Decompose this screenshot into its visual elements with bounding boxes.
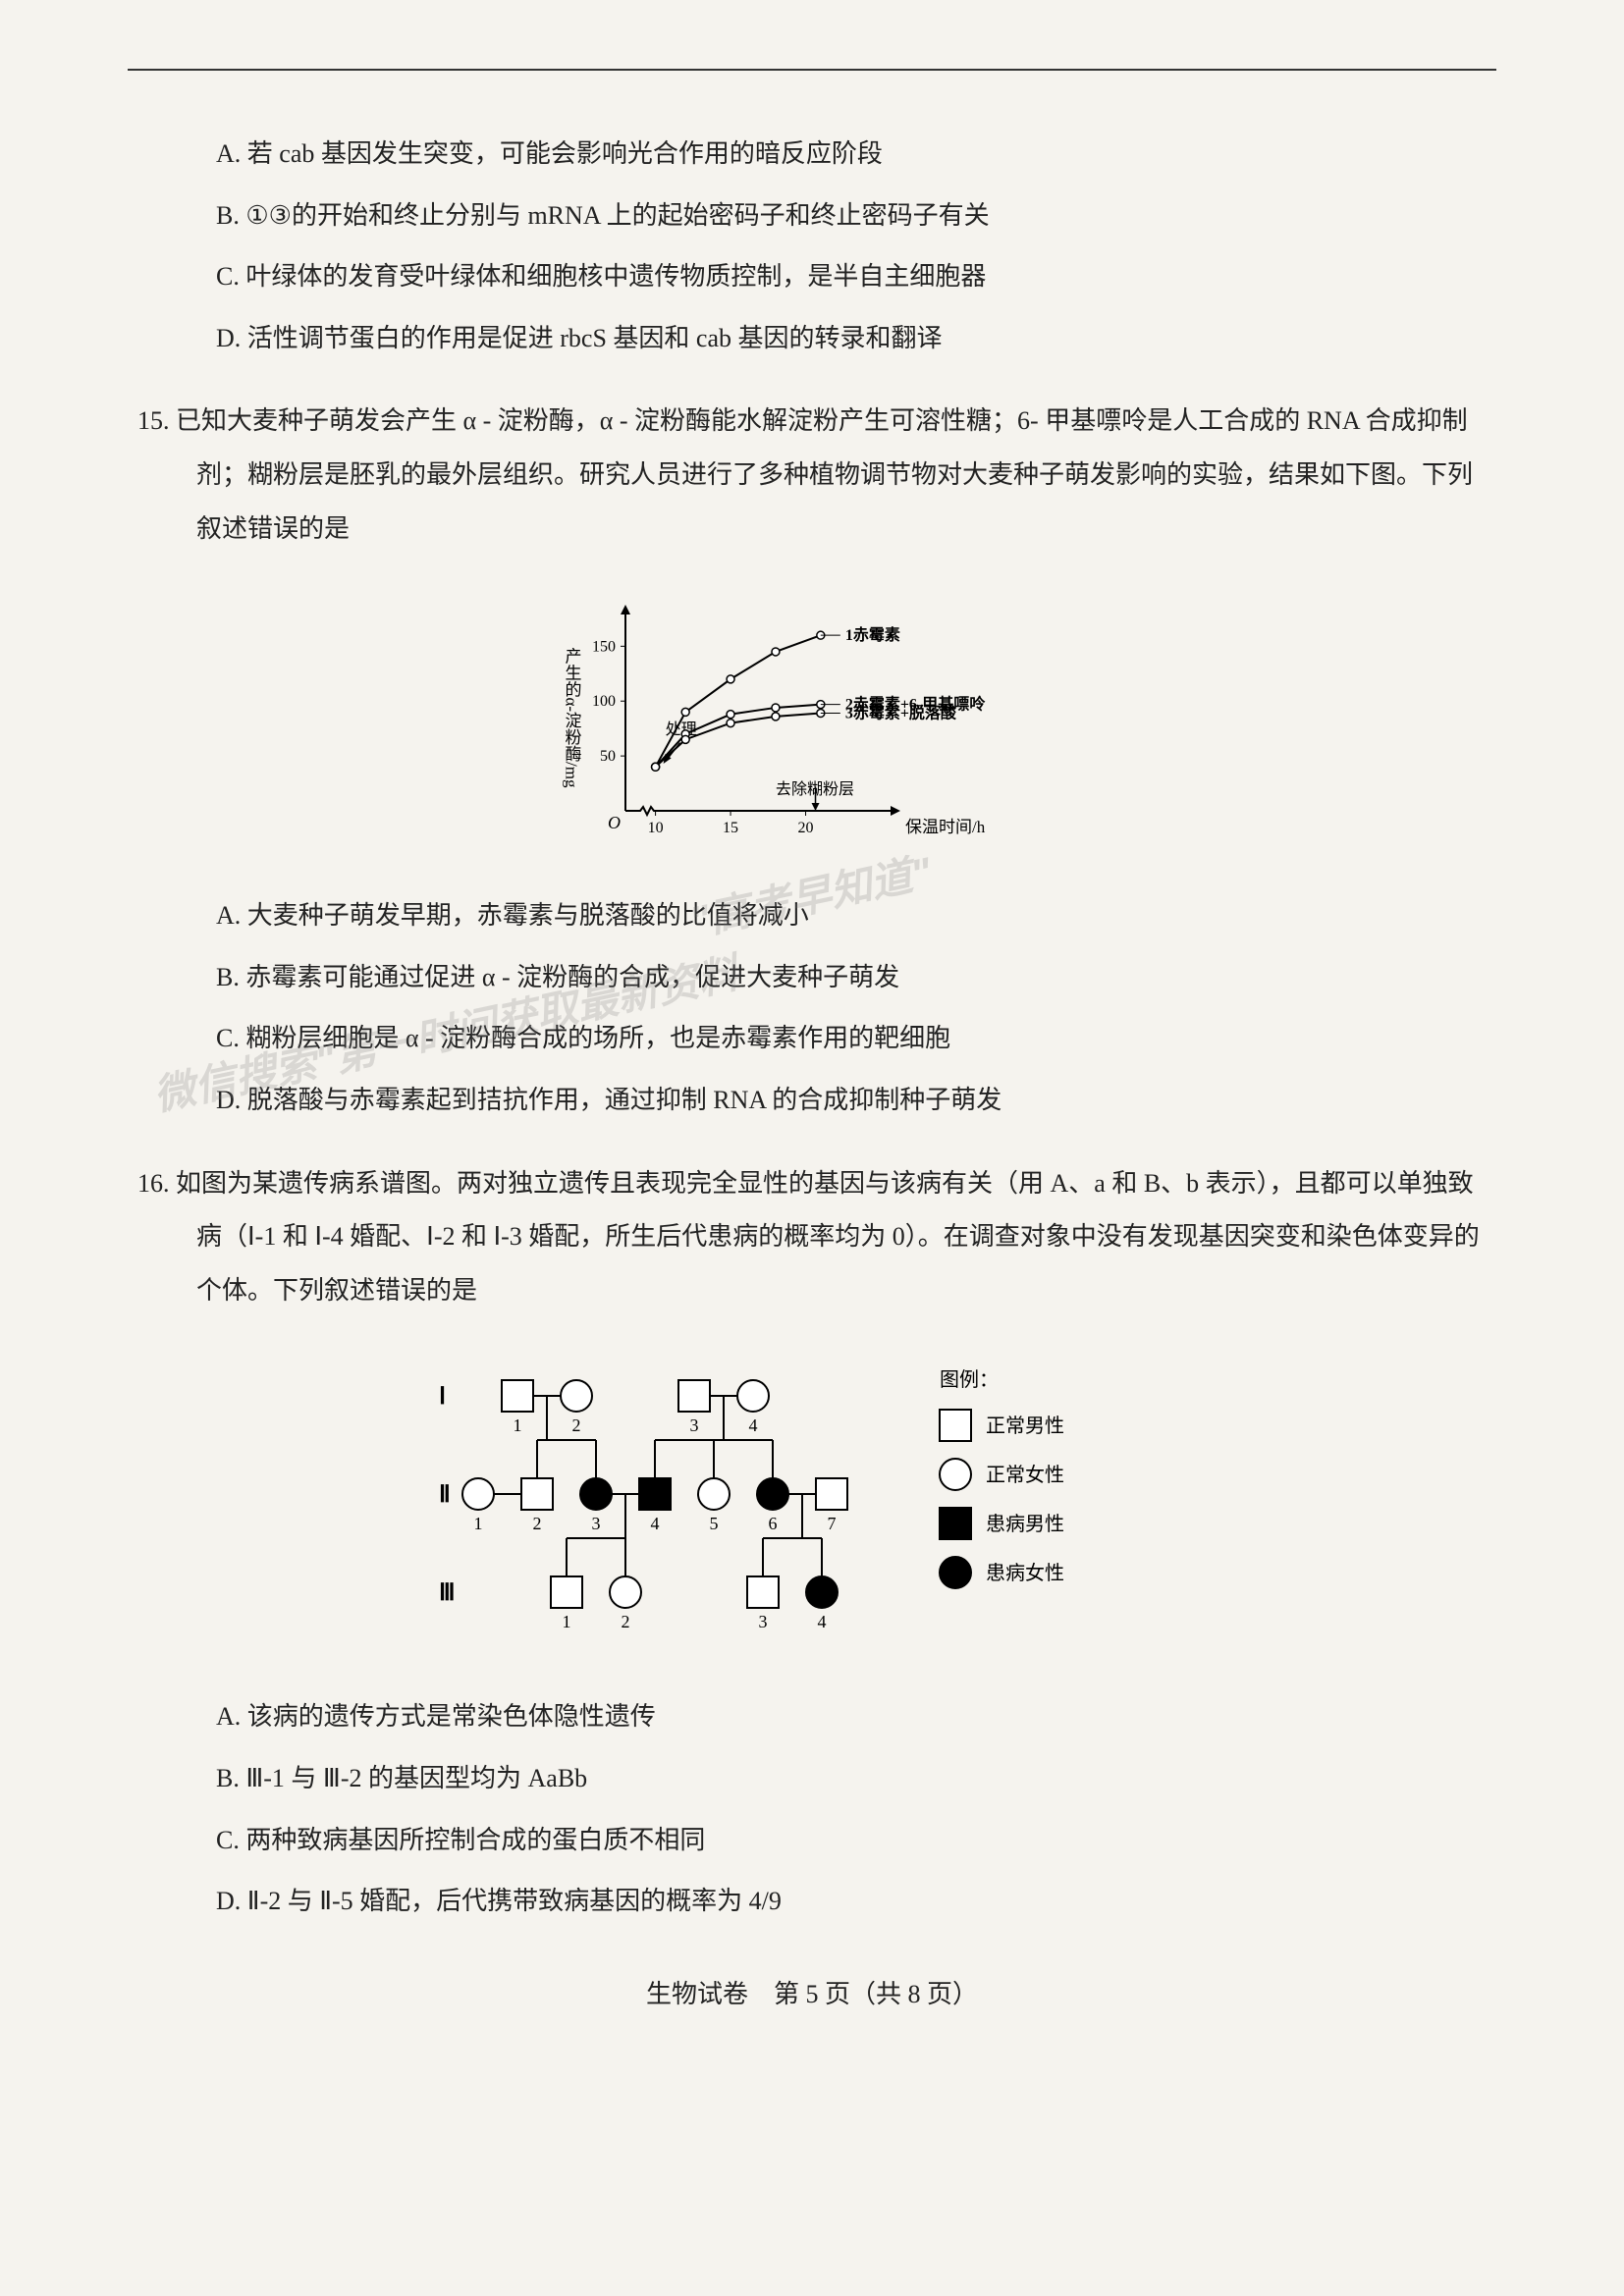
svg-text:20: 20 bbox=[798, 820, 814, 836]
svg-text:1: 1 bbox=[563, 1612, 571, 1631]
q15-chart: O50100150101520产生的α-淀粉酶/mg保温时间/h处理去除糊粉层1… bbox=[137, 585, 1487, 860]
svg-text:图例：: 图例： bbox=[940, 1368, 999, 1391]
svg-text:6: 6 bbox=[769, 1514, 778, 1533]
q16-intro: 16. 如图为某遗传病系谱图。两对独立遗传且表现完全显性的基因与该病有关（用 A… bbox=[137, 1157, 1487, 1318]
q16-option-c: C. 两种致病基因所控制合成的蛋白质不相同 bbox=[137, 1814, 1487, 1868]
svg-text:3: 3 bbox=[759, 1612, 768, 1631]
svg-text:3: 3 bbox=[690, 1415, 699, 1435]
svg-text:处理: 处理 bbox=[666, 721, 697, 738]
q14-option-b: B. ①③的开始和终止分别与 mRNA 上的起始密码子和终止密码子有关 bbox=[137, 189, 1487, 243]
svg-text:1: 1 bbox=[474, 1514, 483, 1533]
q14-option-d: D. 活性调节蛋白的作用是促进 rbcS 基因和 cab 基因的转录和翻译 bbox=[137, 312, 1487, 366]
svg-text:2: 2 bbox=[533, 1514, 542, 1533]
svg-text:患病男性: 患病男性 bbox=[986, 1513, 1064, 1535]
svg-text:4: 4 bbox=[818, 1612, 827, 1631]
svg-text:1赤霉素: 1赤霉素 bbox=[845, 625, 900, 644]
q14-option-c: C. 叶绿体的发育受叶绿体和细胞核中遗传物质控制，是半自主细胞器 bbox=[137, 250, 1487, 304]
svg-text:Ⅱ: Ⅱ bbox=[439, 1482, 451, 1508]
svg-text:15: 15 bbox=[723, 820, 738, 836]
svg-text:2: 2 bbox=[622, 1612, 630, 1631]
q16-option-d: D. Ⅱ-2 与 Ⅱ-5 婚配，后代携带致病基因的概率为 4/9 bbox=[137, 1875, 1487, 1929]
svg-text:3赤霉素+脱落酸: 3赤霉素+脱落酸 bbox=[845, 704, 957, 722]
q14-option-a: A. 若 cab 基因发生突变，可能会影响光合作用的暗反应阶段 bbox=[137, 128, 1487, 182]
q16-option-a: A. 该病的遗传方式是常染色体隐性遗传 bbox=[137, 1690, 1487, 1744]
q15-intro: 15. 已知大麦种子萌发会产生 α - 淀粉酶，α - 淀粉酶能水解淀粉产生可溶… bbox=[137, 395, 1487, 556]
svg-text:产生的α-淀粉酶/mg: 产生的α-淀粉酶/mg bbox=[563, 648, 582, 789]
svg-text:正常男性: 正常男性 bbox=[986, 1415, 1064, 1437]
svg-text:5: 5 bbox=[710, 1514, 719, 1533]
q15-option-d: D. 脱落酸与赤霉素起到拮抗作用，通过抑制 RNA 的合成抑制种子萌发 bbox=[137, 1074, 1487, 1128]
svg-text:1: 1 bbox=[514, 1415, 522, 1435]
q15-option-c: C. 糊粉层细胞是 α - 淀粉酶合成的场所，也是赤霉素作用的靶细胞 bbox=[137, 1012, 1487, 1066]
svg-text:4: 4 bbox=[749, 1415, 758, 1435]
page-content: A. 若 cab 基因发生突变，可能会影响光合作用的暗反应阶段 B. ①③的开始… bbox=[137, 128, 1487, 2021]
svg-text:2: 2 bbox=[572, 1415, 581, 1435]
page-top-border bbox=[128, 69, 1496, 71]
svg-text:患病女性: 患病女性 bbox=[986, 1562, 1064, 1584]
svg-text:150: 150 bbox=[592, 639, 616, 656]
q16-option-b: B. Ⅲ-1 与 Ⅲ-2 的基因型均为 AaBb bbox=[137, 1752, 1487, 1806]
svg-text:10: 10 bbox=[648, 820, 664, 836]
svg-text:7: 7 bbox=[828, 1514, 837, 1533]
svg-text:保温时间/h: 保温时间/h bbox=[905, 818, 986, 836]
svg-text:3: 3 bbox=[592, 1514, 601, 1533]
svg-text:正常女性: 正常女性 bbox=[986, 1464, 1064, 1486]
q16-pedigree: Ⅰ Ⅱ Ⅲ 1 2 3 4 1 2 3 4 5 6 7 1 2 3 4 图例： 正常男性正常女性患病男性患病女性 bbox=[137, 1347, 1487, 1661]
svg-text:Ⅰ: Ⅰ bbox=[439, 1384, 446, 1410]
page-footer: 生物试卷 第 5 页（共 8 页） bbox=[137, 1968, 1487, 2022]
q15-option-a: A. 大麦种子萌发早期，赤霉素与脱落酸的比值将减小 bbox=[137, 889, 1487, 943]
svg-text:50: 50 bbox=[600, 748, 616, 765]
svg-text:100: 100 bbox=[592, 693, 616, 710]
q15-option-b: B. 赤霉素可能通过促进 α - 淀粉酶的合成，促进大麦种子萌发 bbox=[137, 951, 1487, 1005]
svg-text:O: O bbox=[608, 813, 621, 832]
svg-text:Ⅲ: Ⅲ bbox=[439, 1580, 456, 1606]
svg-text:4: 4 bbox=[651, 1514, 660, 1533]
